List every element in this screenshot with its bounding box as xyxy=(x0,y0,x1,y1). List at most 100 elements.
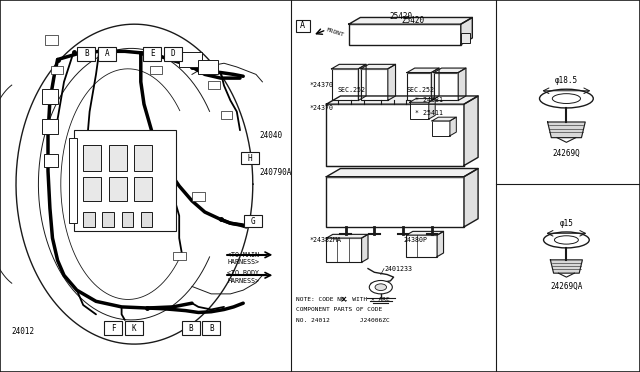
Bar xyxy=(208,81,220,89)
Polygon shape xyxy=(458,68,466,100)
Text: ×: × xyxy=(340,295,348,304)
Polygon shape xyxy=(362,234,368,262)
Polygon shape xyxy=(431,68,439,100)
Polygon shape xyxy=(548,122,585,138)
Bar xyxy=(74,130,176,231)
Text: HARNESS>: HARNESS> xyxy=(227,278,259,284)
Polygon shape xyxy=(358,64,366,100)
Bar xyxy=(406,235,437,257)
Ellipse shape xyxy=(554,236,579,244)
Bar xyxy=(198,60,218,74)
Text: 24380P: 24380P xyxy=(403,237,428,243)
Bar xyxy=(45,35,58,45)
Ellipse shape xyxy=(552,94,580,103)
Bar xyxy=(241,152,259,164)
Text: COMPONENT PARTS OF CODE: COMPONENT PARTS OF CODE xyxy=(296,307,382,312)
Bar xyxy=(109,177,127,201)
Text: 24269Q: 24269Q xyxy=(552,148,580,158)
Text: *24382MA: *24382MA xyxy=(310,237,342,243)
Text: SEC.252: SEC.252 xyxy=(406,87,435,93)
Text: φ18.5: φ18.5 xyxy=(555,76,578,84)
Text: 2401233: 2401233 xyxy=(384,266,412,272)
Text: HARNESS>: HARNESS> xyxy=(227,259,259,265)
Bar xyxy=(179,52,202,67)
Text: *24370: *24370 xyxy=(310,82,334,88)
Bar xyxy=(407,73,431,100)
Polygon shape xyxy=(326,169,478,177)
Text: A: A xyxy=(300,21,305,30)
Ellipse shape xyxy=(543,232,589,248)
Text: H: H xyxy=(247,154,252,163)
Text: A: A xyxy=(104,49,109,58)
Bar xyxy=(326,238,362,262)
Bar xyxy=(77,47,95,61)
Text: SEC.252: SEC.252 xyxy=(337,87,365,93)
Text: E: E xyxy=(150,49,155,58)
Bar xyxy=(141,212,152,227)
Bar xyxy=(182,321,200,335)
Bar xyxy=(42,119,58,134)
Polygon shape xyxy=(410,99,435,102)
Text: D: D xyxy=(170,49,175,58)
Polygon shape xyxy=(332,64,366,69)
Bar xyxy=(173,252,186,260)
Text: K: K xyxy=(131,324,136,333)
Bar xyxy=(42,89,58,104)
Bar xyxy=(150,66,162,74)
Text: 24012: 24012 xyxy=(12,327,35,336)
Text: 24269QA: 24269QA xyxy=(550,282,582,291)
Polygon shape xyxy=(550,260,582,273)
Polygon shape xyxy=(450,117,456,136)
Bar xyxy=(410,102,429,119)
Bar xyxy=(164,47,182,61)
Polygon shape xyxy=(464,169,478,227)
Polygon shape xyxy=(388,64,396,100)
Polygon shape xyxy=(464,96,478,166)
Bar xyxy=(332,69,358,100)
Polygon shape xyxy=(461,17,472,45)
Polygon shape xyxy=(349,17,472,24)
Polygon shape xyxy=(432,117,456,121)
Bar xyxy=(192,192,205,201)
Text: * 24381: * 24381 xyxy=(415,97,443,103)
Bar xyxy=(202,321,220,335)
Bar xyxy=(44,154,58,167)
Bar xyxy=(134,177,152,201)
Bar xyxy=(432,121,450,136)
Text: FRONT: FRONT xyxy=(325,28,344,38)
Bar xyxy=(83,177,101,201)
Bar xyxy=(83,145,101,171)
Text: F: F xyxy=(111,324,116,333)
Ellipse shape xyxy=(540,89,593,108)
Polygon shape xyxy=(434,68,466,73)
Text: <TO BODY: <TO BODY xyxy=(227,270,259,276)
Bar xyxy=(109,145,127,171)
Text: * 25411: * 25411 xyxy=(415,110,443,116)
Bar xyxy=(143,47,161,61)
Bar xyxy=(244,215,262,227)
Bar xyxy=(122,212,133,227)
Bar xyxy=(69,138,77,223)
Circle shape xyxy=(369,280,392,294)
Bar xyxy=(326,177,464,227)
Bar xyxy=(349,24,461,45)
Bar xyxy=(104,321,122,335)
Text: B: B xyxy=(188,324,193,333)
Polygon shape xyxy=(437,231,444,257)
Bar xyxy=(98,47,116,61)
Text: <TO MAIN: <TO MAIN xyxy=(227,252,259,258)
Text: NOTE: CODE NO. WITH × ARE: NOTE: CODE NO. WITH × ARE xyxy=(296,297,389,302)
Text: φ15: φ15 xyxy=(559,219,573,228)
Text: 25420: 25420 xyxy=(401,16,424,25)
Text: B: B xyxy=(84,49,89,58)
Text: B: B xyxy=(209,324,214,333)
Text: G: G xyxy=(250,217,255,226)
Text: NO. 24012        J24006ZC: NO. 24012 J24006ZC xyxy=(296,318,389,323)
Bar xyxy=(296,20,310,32)
Polygon shape xyxy=(326,96,478,104)
Polygon shape xyxy=(406,231,444,235)
Polygon shape xyxy=(407,68,439,73)
Polygon shape xyxy=(361,64,396,69)
Bar xyxy=(51,66,63,74)
Bar xyxy=(102,212,114,227)
